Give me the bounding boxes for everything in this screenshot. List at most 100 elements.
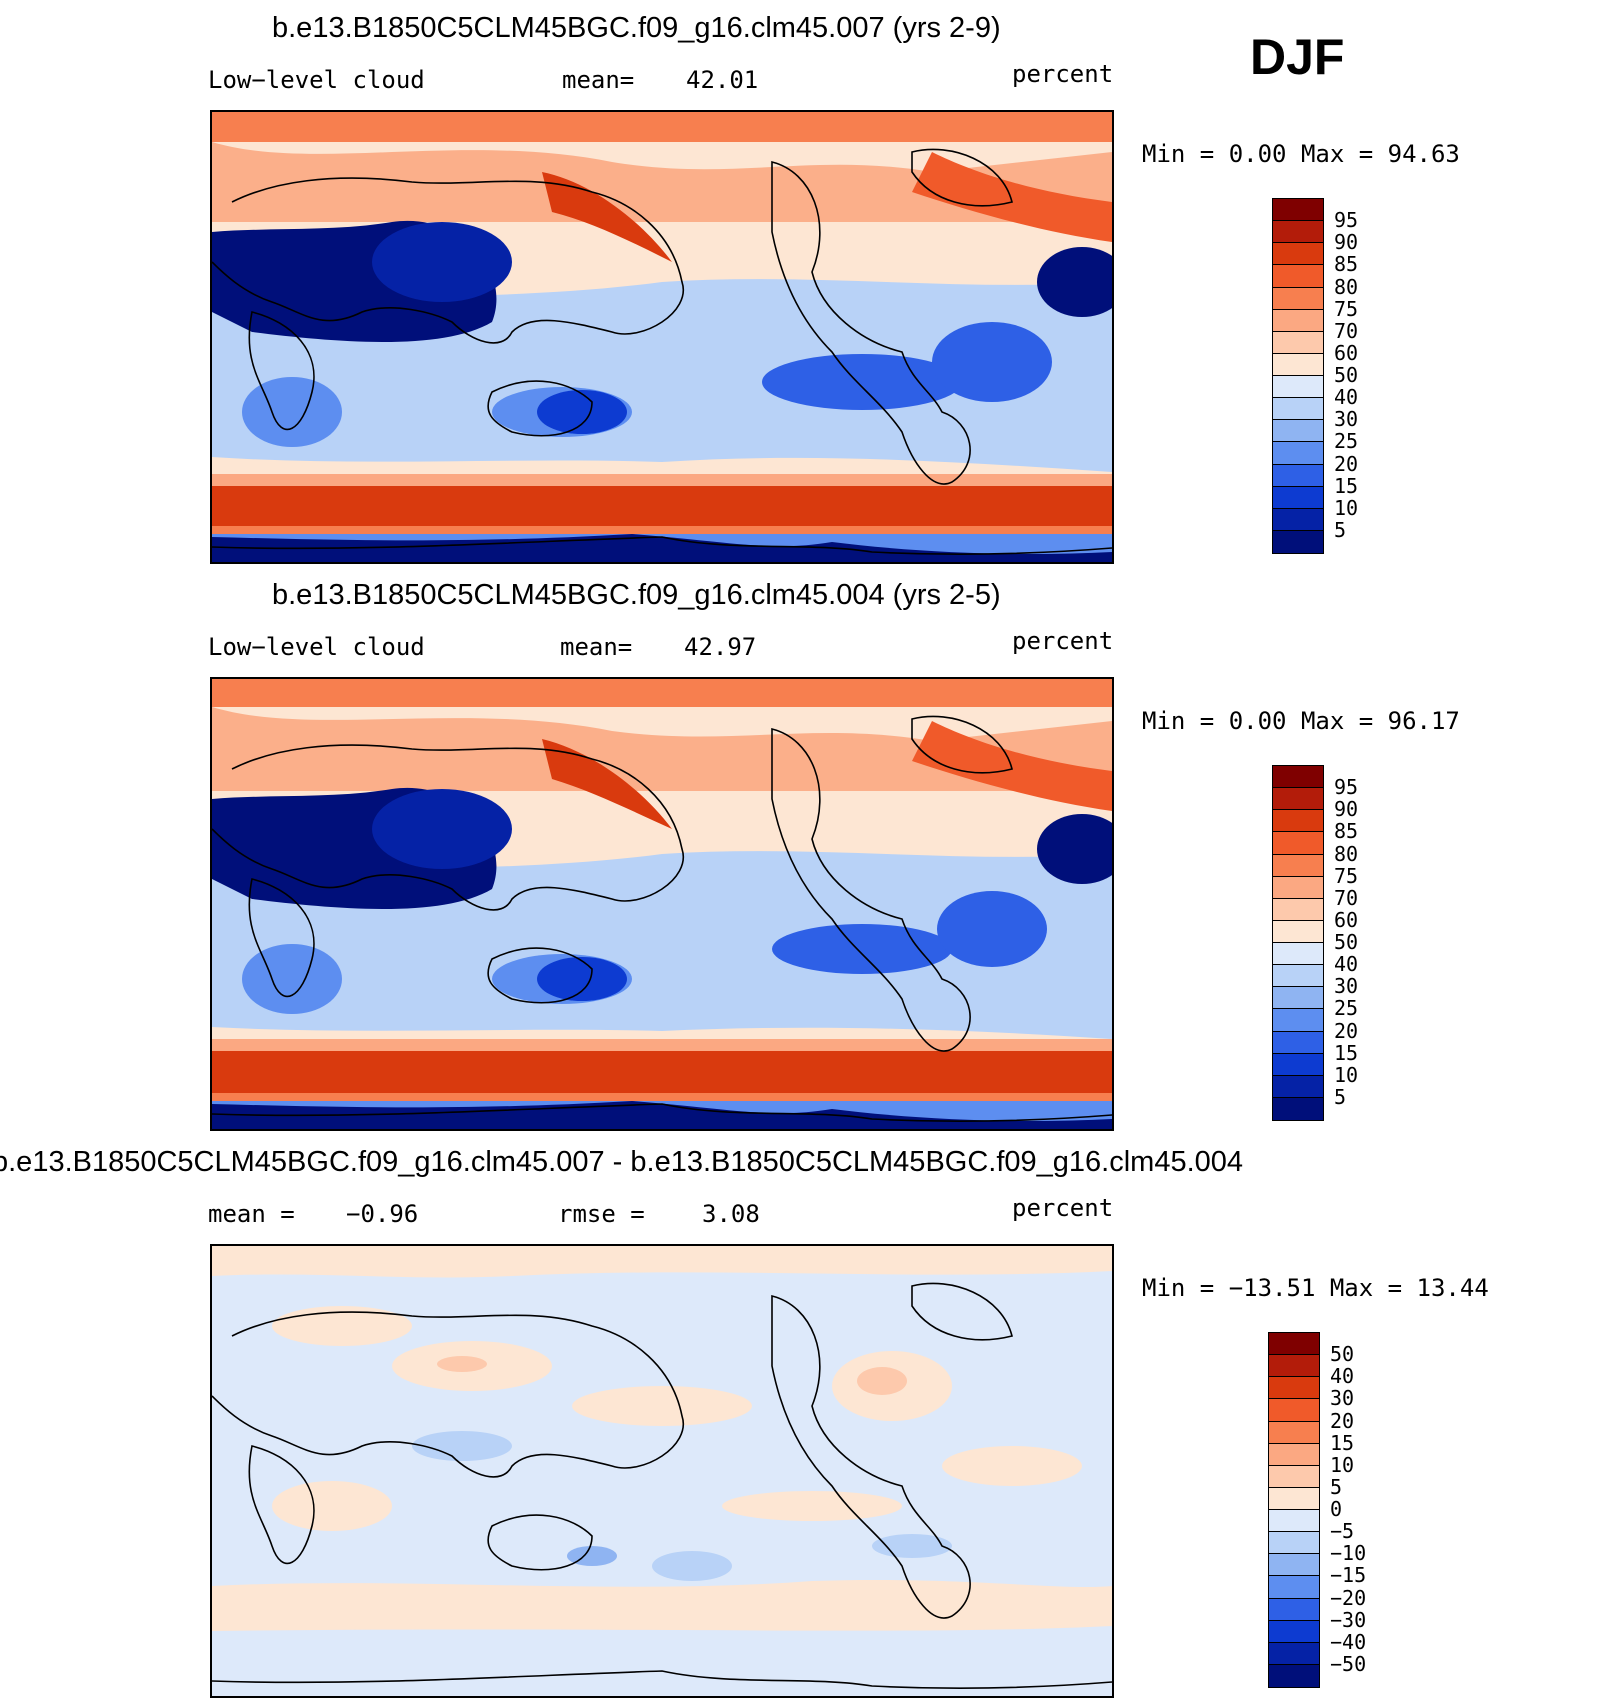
panel-2-variable-label: Low−level cloud	[208, 633, 425, 661]
colorbar-tick-label: 50	[1330, 1342, 1355, 1367]
colorbar-tick-label: 70	[1334, 885, 1359, 910]
colorbar-tick-label: 60	[1334, 907, 1359, 932]
colorbar-swatch	[1269, 1377, 1319, 1400]
panel-3-rmse-label: rmse =	[558, 1200, 645, 1228]
colorbar-tick-label: 20	[1334, 1018, 1359, 1043]
panel-3-rmse-value: 3.08	[702, 1200, 760, 1228]
panel-3-units: percent	[1012, 1194, 1114, 1222]
colorbar-swatch	[1273, 464, 1323, 487]
colorbar-tick-label: 0	[1330, 1497, 1343, 1521]
colorbar-swatch	[1273, 287, 1323, 310]
colorbar-tick-label: 90	[1334, 230, 1359, 255]
panel-1-mean-value: 42.01	[686, 66, 759, 94]
colorbar-tick-label: 15	[1334, 473, 1359, 498]
panel-1-mean-label: mean=	[562, 66, 635, 94]
colorbar-tick-label: −5	[1330, 1519, 1355, 1544]
colorbar-swatch	[1269, 1333, 1319, 1356]
colorbar-tick-label: 40	[1334, 385, 1359, 410]
colorbar-swatch	[1273, 508, 1323, 531]
panel-2-units: percent	[1012, 627, 1114, 655]
panel-3-mean-label: mean =	[208, 1200, 295, 1228]
colorbar-tick-label: −15	[1330, 1563, 1367, 1588]
colorbar-tick-label: 95	[1334, 775, 1359, 800]
colorbar-swatch	[1269, 1510, 1319, 1533]
colorbar-swatch	[1273, 353, 1323, 376]
colorbar-swatch	[1269, 1532, 1319, 1555]
panel-2-mean-value: 42.97	[684, 633, 757, 661]
colorbar-swatch	[1269, 1399, 1319, 1422]
colorbar-swatch	[1273, 398, 1323, 421]
colorbar-swatch	[1273, 265, 1323, 288]
colorbar-tick-label: 85	[1334, 819, 1359, 844]
panel-3-map-field	[212, 1246, 1112, 1696]
colorbar-swatch	[1273, 331, 1323, 354]
colorbar-tick-label: 85	[1334, 252, 1359, 277]
panel-1-title: b.e13.B1850C5CLM45BGC.f09_g16.clm45.007 …	[272, 12, 1001, 44]
panel-2-map-field	[212, 679, 1112, 1129]
colorbar-swatch	[1273, 442, 1323, 465]
panel-1-units: percent	[1012, 60, 1114, 88]
colorbar-swatch	[1269, 1554, 1319, 1577]
colorbar-swatch	[1273, 1009, 1323, 1032]
colorbar-tick-label: 10	[1330, 1452, 1355, 1477]
colorbar-tick-label: 5	[1334, 1084, 1347, 1109]
colorbar-swatch	[1273, 376, 1323, 399]
colorbar-swatch	[1273, 987, 1323, 1010]
colorbar-swatch	[1273, 1031, 1323, 1054]
colorbar-tick-label: −10	[1330, 1541, 1367, 1566]
colorbar-swatch	[1273, 1097, 1323, 1120]
colorbar-tick-label: 50	[1334, 363, 1359, 387]
panel-3-mean-value: −0.96	[346, 1200, 419, 1228]
colorbar-tick-label: 30	[1334, 974, 1359, 999]
colorbar-swatch	[1273, 943, 1323, 966]
colorbar-swatch	[1273, 309, 1323, 332]
colorbar-swatch	[1273, 920, 1323, 943]
colorbar-swatch	[1269, 1487, 1319, 1510]
colorbar-swatch	[1273, 243, 1323, 266]
season-label: DJF	[1250, 29, 1345, 85]
panel-3-title: b.e13.B1850C5CLM45BGC.f09_g16.clm45.007 …	[0, 1146, 1244, 1178]
colorbar-tick-label: 40	[1334, 952, 1359, 977]
colorbar-swatch	[1273, 898, 1323, 921]
colorbar-tick-label: 60	[1334, 340, 1359, 365]
colorbar-swatch	[1269, 1421, 1319, 1444]
panel-2-map	[210, 677, 1114, 1131]
colorbar-tick-label: 70	[1334, 318, 1359, 343]
colorbar-swatch	[1269, 1355, 1319, 1378]
colorbar-swatch	[1273, 766, 1323, 789]
panel-2-minmax: Min = 0.00 Max = 96.17	[1142, 707, 1460, 735]
colorbar-swatch	[1273, 832, 1323, 855]
colorbar-tick-label: 15	[1334, 1040, 1359, 1065]
colorbar-swatch	[1273, 788, 1323, 811]
colorbar-swatch	[1273, 1075, 1323, 1098]
colorbar-swatch	[1273, 486, 1323, 509]
colorbar-swatch	[1269, 1576, 1319, 1599]
colorbar-swatch	[1269, 1642, 1319, 1665]
colorbar-tick-label: 20	[1334, 451, 1359, 476]
colorbar-tick-label: 80	[1334, 274, 1359, 299]
colorbar-swatch	[1273, 420, 1323, 443]
colorbar-tick-label: −30	[1330, 1607, 1367, 1632]
colorbar-swatch	[1269, 1664, 1319, 1687]
colorbar-tick-label: 5	[1330, 1474, 1343, 1499]
colorbar-swatch	[1269, 1465, 1319, 1488]
colorbar-tick-label: 50	[1334, 930, 1359, 954]
colorbar-tick-label: 90	[1334, 797, 1359, 822]
colorbar-swatch	[1273, 810, 1323, 833]
colorbar-swatch	[1273, 530, 1323, 553]
colorbar-tick-label: 5	[1334, 517, 1347, 542]
colorbar-tick-label: −20	[1330, 1585, 1367, 1610]
colorbar-swatch	[1269, 1443, 1319, 1466]
colorbar-tick-label: 30	[1330, 1386, 1355, 1411]
colorbar-swatch	[1269, 1598, 1319, 1621]
colorbar-tick-label: 25	[1334, 996, 1359, 1021]
colorbar-tick-label: 75	[1334, 296, 1359, 321]
panel-1-minmax: Min = 0.00 Max = 94.63	[1142, 140, 1460, 168]
panel-2-mean-label: mean=	[560, 633, 633, 661]
colorbar-swatch	[1273, 965, 1323, 988]
colorbar-tick-label: 15	[1330, 1430, 1355, 1455]
panel-2-colorbar	[1272, 765, 1324, 1121]
panel-1-variable-label: Low−level cloud	[208, 66, 425, 94]
panel-3-map	[210, 1244, 1114, 1698]
colorbar-tick-label: 20	[1330, 1408, 1355, 1433]
